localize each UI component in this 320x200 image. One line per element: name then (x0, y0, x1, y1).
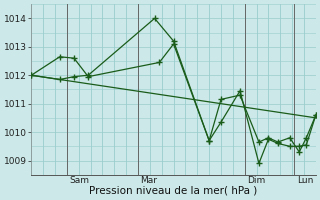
X-axis label: Pression niveau de la mer( hPa ): Pression niveau de la mer( hPa ) (90, 186, 258, 196)
Text: Dim: Dim (247, 176, 265, 185)
Text: Lun: Lun (297, 176, 313, 185)
Text: Mar: Mar (140, 176, 157, 185)
Text: Sam: Sam (69, 176, 89, 185)
